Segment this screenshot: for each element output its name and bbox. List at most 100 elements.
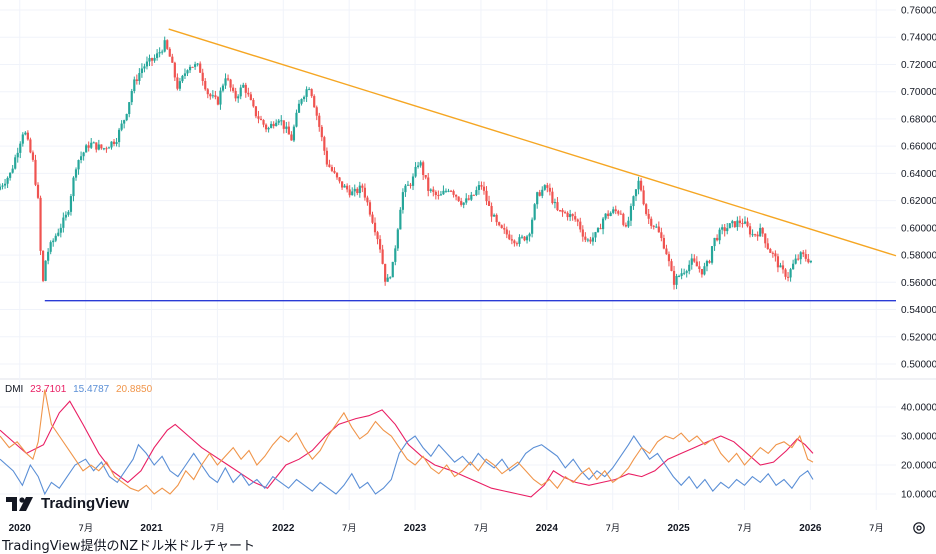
candle-body [449,190,453,192]
candle-body [683,272,686,274]
candle-body [138,73,141,81]
candle-body [432,189,435,192]
candle-body [756,234,759,237]
candle-body [358,185,361,194]
candle-body [477,185,481,191]
candle-body [667,254,671,262]
candle-body [150,58,154,61]
candle-body [528,233,531,237]
candle-body [373,222,377,233]
candle-body [204,81,207,90]
candle-body [105,148,108,150]
candle-body [708,261,711,263]
candle-body [589,239,592,242]
candle-body [495,214,498,223]
candle-body [371,214,374,223]
candle-body [657,226,660,233]
candle-body [460,201,463,205]
candle-body [761,227,764,234]
candle-body [647,213,650,219]
candle-body [315,107,318,116]
candle-body [726,228,729,232]
price-tick-label: 0.66000 [901,142,936,153]
candle-body [634,189,638,197]
candle-body [809,260,812,263]
gear-icon[interactable] [912,521,926,535]
candle-body [576,219,579,222]
candle-body [548,187,551,192]
candle-body [67,211,70,215]
candle-body [381,249,384,264]
time-tick-label: 2020 [9,523,32,534]
tradingview-logo[interactable]: TradingView [6,495,129,512]
candle-body [662,238,665,249]
dmi-value-3: 20.8850 [116,384,153,395]
candle-body [614,209,617,212]
candle-body [741,223,744,225]
time-tick-label: 7月 [474,523,489,534]
chart-settings[interactable] [912,521,926,540]
candle-body [769,249,772,253]
candle-body [21,134,24,144]
candle-body [62,217,65,228]
candle-body [754,234,757,236]
candle-body [672,270,676,285]
time-tick-label: 7月 [869,523,884,534]
candle-body [384,263,387,282]
time-tick-label: 7月 [605,523,620,534]
dmi-tick-label: 30.0000 [901,432,936,443]
candle-body [414,166,417,177]
candle-body [368,202,372,215]
candle-body [515,243,519,245]
candle-body [738,220,742,224]
candle-body [437,195,440,197]
candle-body [31,152,35,160]
candle-body [399,209,402,230]
candle-body [639,180,643,191]
dmi-series-3 [0,389,814,495]
candle-body [612,209,615,213]
candle-body [452,191,455,195]
candle-body [191,66,194,68]
candle-body [148,58,151,62]
candle-body [378,239,382,250]
candle-body [721,227,724,230]
candle-body [54,235,57,241]
candle-body [130,90,133,103]
candle-body [807,258,810,263]
time-tick-label: 2025 [667,523,690,534]
candle-body [188,66,192,71]
time-tick-label: 2024 [536,523,559,534]
candle-body [252,99,255,107]
candle-body [242,84,245,88]
candle-body [219,90,222,105]
candle-body [558,210,562,212]
candle-body [536,192,539,205]
candle-body [163,40,166,52]
candle-body [779,265,782,268]
candle-body [482,186,486,191]
candle-body [586,239,589,241]
candle-body [351,191,354,196]
candle-body [569,214,572,218]
candle-body [688,264,691,272]
candle-body [87,145,90,148]
candle-body [143,66,146,69]
candle-body [0,186,2,190]
candle-body [389,277,392,279]
time-tick-label: 7月 [78,523,93,534]
candle-body [429,189,432,191]
candle-body [82,152,85,157]
candle-body [77,160,80,170]
candle-body [302,96,306,100]
candle-body [125,113,128,121]
candle-body [465,198,468,203]
candle-body [183,73,187,76]
candle-body [201,72,204,82]
candle-body [574,216,577,220]
candle-body [401,192,404,210]
candle-body [422,162,425,175]
candle-body [107,147,111,149]
candle-body [257,116,260,119]
candle-body [607,213,610,216]
